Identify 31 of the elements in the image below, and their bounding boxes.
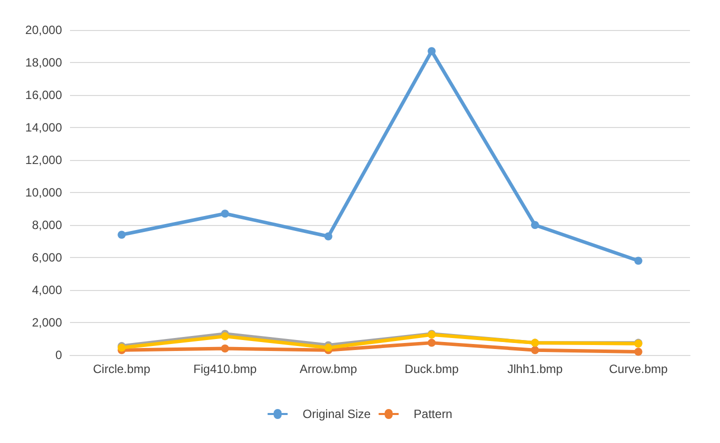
y-tick-label: 4,000 [32,283,62,297]
y-tick-label: 14,000 [25,120,62,134]
x-tick-label: Circle.bmp [92,362,151,376]
point [221,210,229,218]
y-tick-label: 2,000 [32,316,62,330]
point [221,344,229,352]
point [634,348,642,356]
y-tick-label: 18,000 [25,56,62,70]
point [531,221,539,229]
point [428,47,436,56]
y-tick-label: 10,000 [25,186,62,200]
legend-label: Original Size [302,407,371,421]
point [428,338,436,347]
point [118,230,126,239]
x-tick-label: Arrow.bmp [300,362,358,376]
legend-label: Pattern [414,407,452,421]
y-tick-label: 6,000 [32,250,62,264]
point [324,344,332,352]
x-tick-label: Duck.bmp [404,362,459,376]
point [324,232,332,240]
y-tick-label: 12,000 [25,153,62,167]
x-tick-label: Curve.bmp [608,362,668,376]
point [531,346,539,354]
y-tick-label: 8,000 [32,218,62,232]
point [221,332,229,340]
x-tick-label: Jlhh1.bmp [507,362,564,376]
point [634,256,642,265]
y-tick-label: 20,000 [25,23,62,37]
y-tick-label: 0 [55,348,62,362]
x-tick-label: Fig410.bmp [193,362,258,376]
y-tick-label: 16,000 [25,88,62,102]
